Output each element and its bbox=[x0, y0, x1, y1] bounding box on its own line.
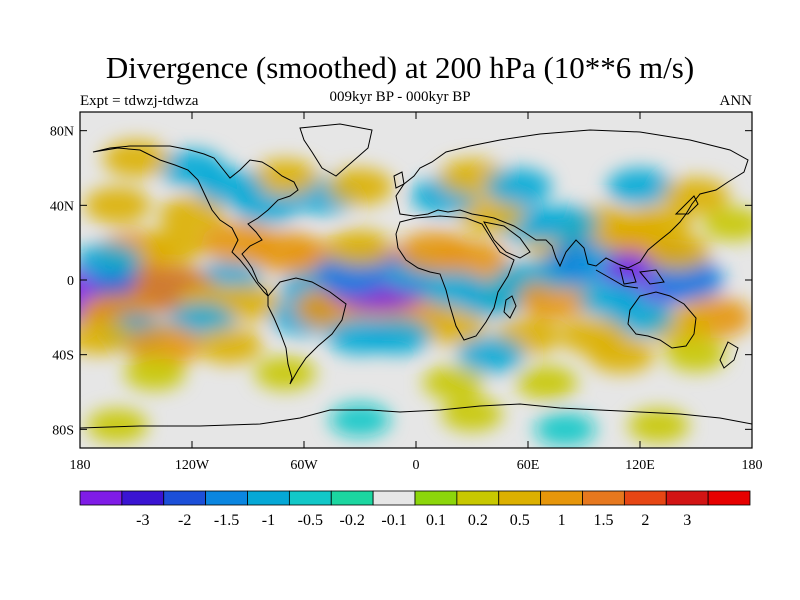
field-anomaly-76 bbox=[588, 336, 655, 374]
field-anomaly-49 bbox=[625, 205, 692, 243]
field-anomaly-50 bbox=[644, 233, 711, 271]
field-anomaly-75 bbox=[665, 337, 727, 372]
colorbar-swatch-7 bbox=[372, 490, 416, 506]
field-anomaly-21 bbox=[196, 326, 263, 364]
colorbar-swatch-5 bbox=[288, 490, 332, 506]
divergence-field bbox=[80, 140, 752, 447]
lon-tick-label-6: 180 bbox=[742, 458, 763, 473]
colorbar-swatch-9 bbox=[456, 490, 500, 506]
colorbar-swatch-1 bbox=[121, 490, 165, 506]
field-anomaly-59 bbox=[702, 207, 752, 241]
field-anomaly-66 bbox=[102, 140, 170, 178]
period-label: 009kyr BP - 000kyr BP bbox=[329, 89, 471, 105]
coastline-africa bbox=[395, 215, 515, 341]
season-label: ANN bbox=[719, 93, 753, 109]
coastline-japan bbox=[674, 195, 699, 215]
coastline-north-america bbox=[92, 145, 299, 297]
colorbar-label-13: 3 bbox=[683, 512, 691, 529]
colorbar-swatch-12 bbox=[582, 490, 625, 506]
field-anomaly-71 bbox=[578, 280, 646, 318]
field-anomaly-81 bbox=[86, 408, 148, 443]
field-anomaly-78 bbox=[254, 356, 316, 391]
colorbar-label-4: -0.5 bbox=[298, 512, 323, 529]
field-anomaly-80 bbox=[516, 365, 578, 400]
coastline-eurasia bbox=[395, 129, 749, 269]
colorbar-label-2: -1.5 bbox=[214, 512, 239, 529]
colorbar-swatch-8 bbox=[414, 490, 458, 506]
lon-tick-label-5: 120E bbox=[625, 458, 655, 473]
experiment-label: Expt = tdwzj-tdwza bbox=[80, 93, 199, 109]
axis-ticks: 180 120W 60W 0 60E 120E 180 80N 40N 0 40S 80S bbox=[50, 112, 763, 473]
colorbar-label-6: -0.1 bbox=[381, 512, 406, 529]
field-anomaly-57 bbox=[606, 168, 674, 206]
colorbar-swatch-10 bbox=[498, 490, 542, 506]
coastline-antarctica bbox=[80, 403, 752, 429]
field-anomaly-56 bbox=[485, 168, 552, 206]
field-anomaly-10 bbox=[140, 227, 207, 265]
field-anomaly-74 bbox=[457, 336, 524, 374]
colorbar-label-7: 0.1 bbox=[426, 512, 446, 529]
chart-title: Divergence (smoothed) at 200 hPa (10**6 … bbox=[105, 50, 695, 85]
colorbar-swatch-14 bbox=[665, 490, 709, 506]
field-anomaly-33 bbox=[326, 229, 394, 267]
colorbar-label-9: 0.5 bbox=[510, 512, 530, 529]
lat-tick-label-2: 0 bbox=[67, 274, 74, 289]
colorbar-label-8: 0.2 bbox=[468, 512, 488, 529]
colorbar-swatch-11 bbox=[540, 490, 583, 506]
field-anomaly-65 bbox=[158, 149, 226, 187]
field-anomaly-11 bbox=[84, 186, 151, 224]
lon-tick-label-1: 120W bbox=[175, 458, 210, 473]
field-anomaly-20 bbox=[126, 324, 202, 367]
coastline-british-isles bbox=[393, 171, 405, 189]
colorbar-swatch-2 bbox=[163, 490, 207, 506]
coastline-new-zealand bbox=[719, 341, 739, 369]
colorbar-label-3: -1 bbox=[262, 512, 275, 529]
coastlines bbox=[80, 123, 752, 429]
field-anomaly-82 bbox=[441, 397, 503, 432]
coastline-indonesia bbox=[595, 267, 665, 289]
field-anomaly-53 bbox=[457, 196, 524, 234]
lat-tick-label-1: 40N bbox=[50, 199, 74, 214]
coastline-arabia bbox=[483, 221, 531, 259]
field-anomaly-12 bbox=[158, 196, 226, 234]
field-anomaly-85 bbox=[534, 412, 596, 447]
colorbar-label-11: 1.5 bbox=[593, 512, 613, 529]
lon-tick-label-0: 180 bbox=[70, 458, 91, 473]
field-anomaly-27 bbox=[420, 308, 487, 346]
colorbar-swatch-0 bbox=[79, 490, 123, 506]
field-anomaly-67 bbox=[80, 242, 142, 280]
coastline-greenland bbox=[299, 123, 373, 177]
colorbar-swatch-4 bbox=[247, 490, 290, 506]
coastline-south-america bbox=[267, 277, 347, 385]
colorbar-label-10: 1 bbox=[558, 512, 566, 529]
lon-tick-label-2: 60W bbox=[290, 458, 318, 473]
lon-tick-label-4: 60E bbox=[517, 458, 540, 473]
field-anomaly-77 bbox=[124, 356, 186, 391]
field-anomaly-79 bbox=[422, 365, 484, 400]
colorbar-label-1: -2 bbox=[178, 512, 191, 529]
colorbar-label-12: 2 bbox=[641, 512, 649, 529]
lat-tick-label-4: 80S bbox=[52, 423, 74, 438]
coastline-australia bbox=[627, 291, 697, 349]
colorbar-swatch-3 bbox=[205, 490, 248, 506]
coastline-madagascar bbox=[503, 295, 517, 319]
colorbar-swatch-15 bbox=[707, 490, 751, 506]
field-anomaly-63 bbox=[326, 168, 394, 206]
lat-tick-label-3: 40S bbox=[52, 349, 74, 364]
colorbar-label-5: -0.2 bbox=[340, 512, 365, 529]
field-anomaly-29 bbox=[364, 317, 431, 355]
lon-tick-label-3: 0 bbox=[413, 458, 420, 473]
colorbar-swatch-13 bbox=[623, 490, 667, 506]
lat-tick-label-0: 80N bbox=[50, 125, 74, 140]
field-anomaly-19 bbox=[80, 317, 132, 355]
field-anomaly-58 bbox=[662, 177, 730, 215]
colorbar-swatch-6 bbox=[330, 490, 374, 506]
colorbar: -3 -2 -1.5 -1 -0.5 -0.2 -0.1 0.1 0.2 0.5 1 1.5 2 3 bbox=[79, 490, 751, 529]
field-anomaly-83 bbox=[628, 408, 690, 443]
field-anomaly-84 bbox=[329, 403, 391, 437]
colorbar-label-0: -3 bbox=[136, 512, 149, 529]
